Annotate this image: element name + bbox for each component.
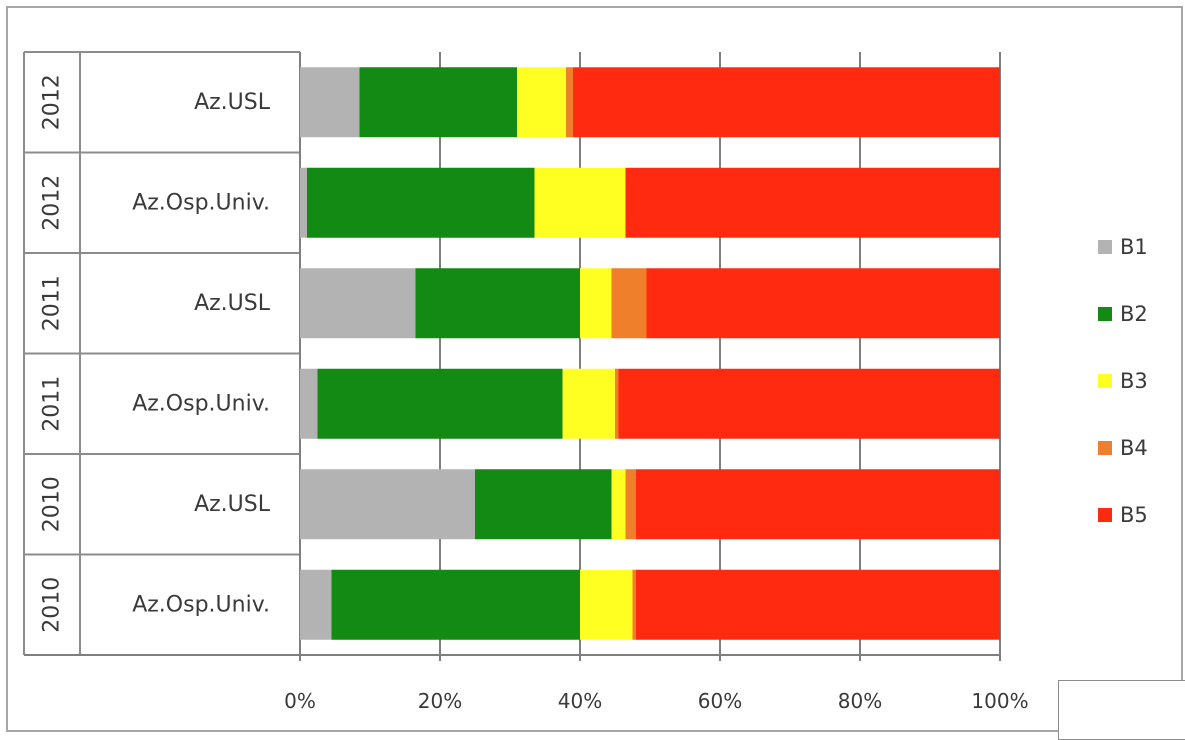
category-label: Az.Osp.Univ. (132, 592, 270, 617)
year-label: 2010 (40, 577, 65, 633)
category-label: Az.USL (194, 492, 271, 517)
bar-segment-b3 (562, 368, 615, 439)
bar-segment-b4 (566, 67, 573, 138)
bar-segment-b4 (615, 368, 619, 439)
bar-segment-b2 (359, 67, 517, 138)
category-label: Az.Osp.Univ. (132, 190, 270, 215)
bar-segment-b2 (331, 569, 580, 640)
bar-segment-b5 (636, 569, 1000, 640)
bar-segment-b2 (317, 368, 563, 439)
year-label: 2010 (40, 476, 65, 532)
bar-segment-b2 (415, 268, 580, 339)
legend-label-b4: B4 (1120, 436, 1148, 460)
category-label-table: 2012 Az.USL 2012 Az.Osp.Univ. 2011 Az.USL 2011… (23, 51, 301, 656)
x-tick-label: 40% (558, 689, 602, 713)
bar-segment-b1 (300, 167, 307, 238)
legend-swatch-b4 (1098, 441, 1112, 455)
legend-swatch-b2 (1098, 307, 1112, 321)
x-axis: 0% 20% 40% 60% 80% 100% (24, 654, 1029, 713)
bar-segment-b5 (618, 368, 1000, 439)
bar-segment-b3 (580, 268, 612, 339)
legend-label-b5: B5 (1120, 503, 1148, 527)
bar-segment-b1 (300, 569, 332, 640)
legend-label-b3: B3 (1120, 369, 1148, 393)
bar-segment-b2 (307, 167, 535, 238)
x-tick-label: 100% (971, 689, 1028, 713)
bar-segment-b1 (300, 368, 318, 439)
year-label: 2012 (40, 74, 65, 130)
legend-label-b1: B1 (1120, 235, 1148, 259)
empty-corner-box (1058, 680, 1185, 740)
bar-segment-b3 (611, 469, 626, 540)
year-label: 2011 (40, 376, 65, 432)
bar-segment-b4 (625, 469, 636, 540)
category-label: Az.USL (194, 291, 271, 316)
legend-label-b2: B2 (1120, 302, 1148, 326)
legend-swatch-b5 (1098, 508, 1112, 522)
gridlines (299, 52, 1001, 661)
bars (300, 67, 1000, 640)
bar-segment-b3 (580, 569, 633, 640)
category-label: Az.USL (194, 90, 271, 115)
x-tick-label: 20% (418, 689, 462, 713)
legend-swatch-b3 (1098, 374, 1112, 388)
bar-segment-b5 (646, 268, 1000, 339)
x-tick-label: 0% (284, 689, 316, 713)
bar-segment-b1 (300, 67, 360, 138)
bar-segment-b3 (534, 167, 626, 238)
bar-segment-b4 (611, 268, 647, 339)
bar-segment-b1 (300, 268, 416, 339)
bar-segment-b5 (573, 67, 1000, 138)
legend-swatch-b1 (1098, 240, 1112, 254)
x-tick-label: 60% (698, 689, 742, 713)
bar-segment-b3 (517, 67, 566, 138)
bar-segment-b4 (632, 569, 636, 640)
bar-segment-b1 (300, 469, 475, 540)
bar-segment-b2 (475, 469, 612, 540)
category-label: Az.Osp.Univ. (132, 391, 270, 416)
bar-segment-b5 (636, 469, 1000, 540)
year-label: 2012 (40, 175, 65, 231)
x-tick-label: 80% (838, 689, 882, 713)
legend: B1 B2 B3 B4 B5 (1098, 235, 1148, 527)
bar-segment-b5 (625, 167, 1000, 238)
year-label: 2011 (40, 275, 65, 331)
